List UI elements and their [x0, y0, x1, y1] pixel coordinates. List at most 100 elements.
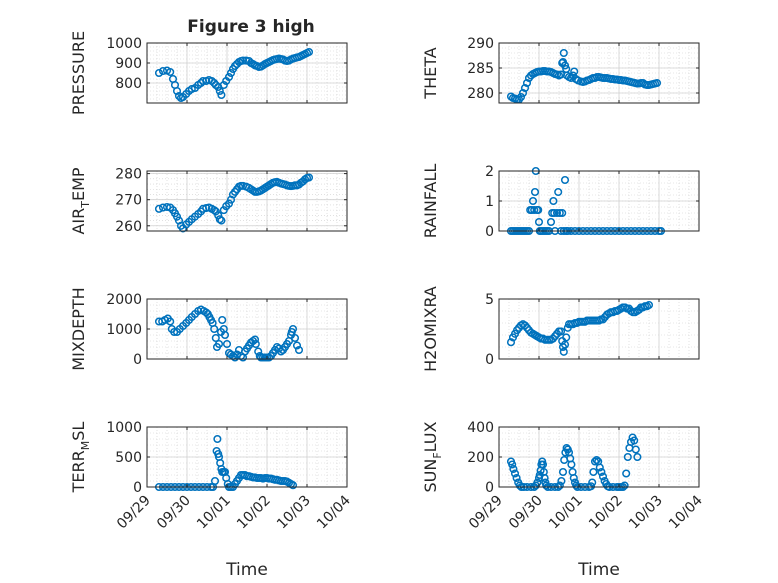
figure-title: Figure 3 high — [187, 17, 315, 37]
data-point — [569, 473, 578, 483]
y-axis-label: MIXDEPTH — [69, 287, 88, 370]
y-tick-label: 270 — [115, 193, 142, 209]
data-point — [554, 187, 563, 197]
data-point — [508, 460, 517, 469]
data-point — [630, 436, 639, 445]
data-point — [586, 482, 596, 491]
data-point — [558, 208, 567, 218]
data-point — [509, 464, 518, 474]
subplot-2: 280 285 290 THETA — [421, 36, 700, 104]
data-point — [530, 205, 539, 215]
y-tick-label: 0 — [485, 352, 494, 368]
data-point — [506, 338, 516, 347]
data-point — [592, 455, 601, 465]
data-point — [620, 481, 629, 490]
data-point — [560, 175, 570, 185]
y-axis-label: AIRTEMP — [69, 167, 92, 234]
grid — [146, 171, 348, 232]
y-tick-label: 260 — [115, 219, 142, 235]
y-tick-label: 280 — [467, 86, 494, 102]
data-point — [304, 47, 314, 57]
data-point — [224, 199, 234, 208]
data-point — [538, 460, 548, 469]
data-point — [166, 317, 175, 326]
data-point — [510, 469, 520, 478]
y-tick-label: 0 — [485, 480, 494, 496]
y-tick-label: 1000 — [106, 420, 142, 436]
data-series — [506, 433, 642, 492]
data-point — [276, 347, 286, 356]
y-tick-label: 5 — [485, 292, 494, 308]
data-point — [550, 208, 559, 218]
subplot-5: 0 1000 2000 MIXDEPTH — [69, 287, 348, 371]
data-series — [506, 300, 654, 356]
data-point — [230, 61, 240, 71]
y-tick-label: 285 — [467, 61, 494, 77]
y-tick-label: 2 — [485, 164, 494, 180]
data-point — [555, 481, 564, 490]
y-tick-label: 200 — [467, 450, 494, 466]
data-point — [534, 205, 543, 215]
y-tick-label: 400 — [467, 420, 494, 436]
data-point — [251, 339, 260, 349]
axes-box — [498, 42, 700, 104]
data-point — [210, 78, 219, 88]
data-point — [597, 467, 606, 477]
data-point — [218, 315, 227, 325]
data-point — [623, 452, 632, 462]
data-point — [264, 353, 274, 362]
x-tick-label: 09/29 — [466, 493, 506, 533]
data-point — [222, 339, 232, 349]
y-tick-label: 500 — [115, 450, 142, 466]
data-point — [644, 300, 654, 310]
x-tick-label: 09/29 — [114, 493, 154, 533]
data-point — [154, 204, 164, 213]
data-point — [631, 445, 640, 454]
data-point — [633, 452, 642, 462]
data-point — [570, 67, 579, 76]
data-point — [166, 67, 175, 77]
subplot-1: 800 900 1000 PRESSURE — [69, 31, 348, 115]
data-point — [528, 196, 538, 206]
y-tick-label: 2000 — [106, 292, 142, 308]
y-axis-label: THETA — [421, 47, 440, 99]
data-point — [220, 330, 230, 340]
data-point — [558, 467, 568, 477]
data-point — [518, 88, 528, 98]
data-point — [567, 460, 576, 469]
data-point — [598, 472, 608, 481]
data-point — [172, 212, 182, 221]
data-point — [174, 91, 184, 101]
x-tick-label: 10/01 — [546, 493, 586, 533]
data-point — [213, 434, 222, 444]
data-point — [588, 478, 597, 487]
data-point — [520, 83, 530, 93]
x-tick-label: 10/03 — [626, 493, 666, 533]
data-point — [304, 173, 314, 182]
subplot-6: 0 5 H2OMIXRA — [421, 286, 700, 372]
x-tick-label: 10/02 — [234, 493, 274, 533]
y-tick-label: 1000 — [106, 36, 142, 52]
data-point — [214, 339, 224, 349]
data-point — [589, 467, 598, 477]
axes-box — [146, 170, 348, 232]
data-point — [522, 78, 532, 88]
grid — [498, 298, 700, 360]
data-series — [154, 173, 314, 233]
data-point — [556, 327, 566, 336]
y-axis-label: H2OMIXRA — [421, 286, 440, 372]
data-point — [515, 481, 524, 490]
y-tick-label: 1 — [485, 194, 494, 210]
data-point — [512, 473, 521, 483]
x-tick-label: 10/04 — [666, 492, 706, 532]
data-point — [292, 341, 302, 350]
data-point — [534, 217, 544, 227]
data-point — [557, 476, 566, 486]
x-tick-label: 10/02 — [586, 493, 626, 533]
data-point — [562, 333, 571, 342]
axes-box — [498, 298, 700, 360]
y-tick-label: 0 — [133, 480, 142, 496]
y-tick-label: 280 — [115, 167, 142, 183]
data-point — [224, 72, 234, 82]
